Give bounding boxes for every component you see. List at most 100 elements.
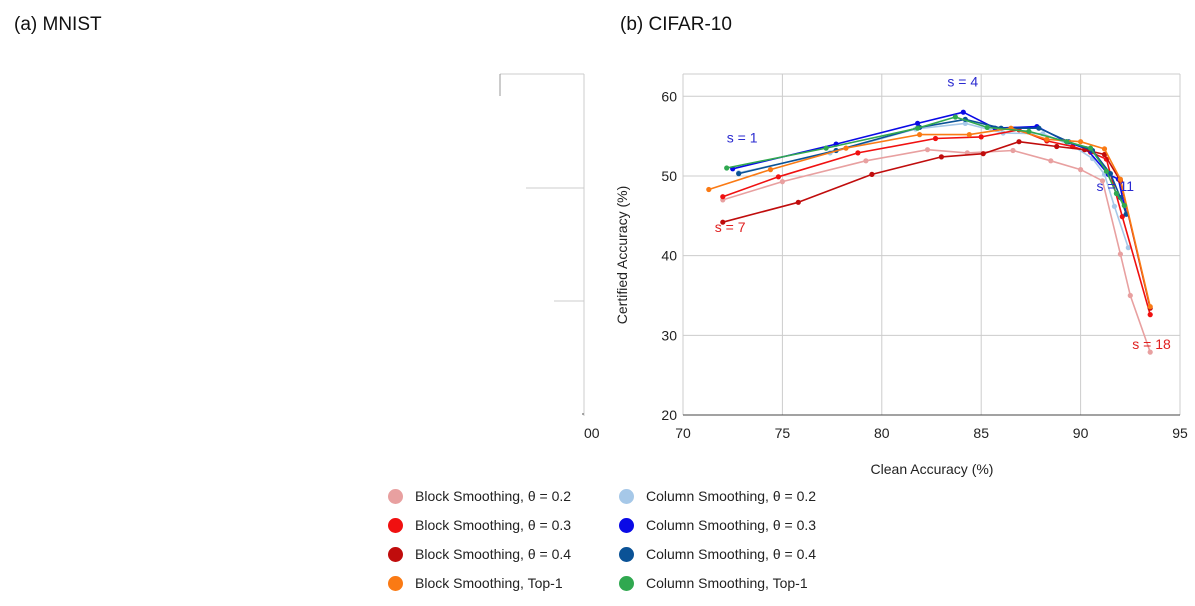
legend-item: Column Smoothing, θ = 0.3 <box>619 517 816 533</box>
legend-item: Column Smoothing, θ = 0.4 <box>619 546 816 562</box>
data-point <box>1147 304 1153 310</box>
data-point <box>1078 167 1084 173</box>
legend-label: Block Smoothing, θ = 0.4 <box>415 546 572 562</box>
x-tick-label: 80 <box>874 425 890 441</box>
y-axis-label: Certified Accuracy (%) <box>614 186 630 324</box>
data-point <box>863 158 869 164</box>
annotation-label: s = 7 <box>715 219 746 235</box>
series-line <box>722 140 1151 309</box>
legend-item: Column Smoothing, θ = 0.2 <box>619 488 816 504</box>
data-point <box>952 114 959 120</box>
legend-item: Column Smoothing, Top-1 <box>619 575 808 591</box>
data-point <box>795 199 801 205</box>
data-point <box>1113 190 1119 197</box>
data-point <box>1117 176 1123 182</box>
x-axis-label: Clean Accuracy (%) <box>871 461 994 477</box>
data-point <box>779 179 786 185</box>
legend-label: Column Smoothing, Top-1 <box>646 575 808 591</box>
legend-label: Column Smoothing, θ = 0.3 <box>646 517 817 533</box>
data-point <box>1010 147 1016 154</box>
legend-item: Block Smoothing, θ = 0.2 <box>388 488 571 504</box>
legend-swatch-icon <box>388 488 403 504</box>
data-point <box>1111 203 1117 209</box>
y-tick-label: 50 <box>661 168 677 184</box>
data-point <box>962 120 968 126</box>
data-point <box>843 145 849 151</box>
data-point <box>855 150 861 156</box>
data-point <box>1064 139 1070 145</box>
legend-swatch-icon <box>619 488 634 504</box>
data-point <box>1101 151 1108 158</box>
series-group <box>724 114 1127 209</box>
data-point <box>984 124 990 130</box>
data-point <box>1107 171 1113 177</box>
data-point <box>823 145 829 151</box>
chart-grid <box>682 73 1181 416</box>
x-tick-label: 85 <box>973 425 989 441</box>
data-point <box>1119 214 1125 220</box>
data-point <box>1147 312 1153 318</box>
y-tick-label: 40 <box>661 248 677 264</box>
data-point <box>706 186 712 193</box>
data-point <box>960 109 966 115</box>
data-point <box>1054 143 1060 150</box>
data-point <box>1099 178 1106 184</box>
x-tick-label: 95 <box>1172 425 1188 441</box>
legend-swatch-icon <box>388 546 403 562</box>
data-point <box>720 219 726 225</box>
chart-ticks: 70 75 80 85 90 95 20 30 40 50 60 <box>661 88 1188 441</box>
data-point <box>720 194 726 200</box>
panel-b-title: (b) CIFAR-10 <box>620 14 732 35</box>
data-point <box>938 154 945 160</box>
data-point <box>1127 292 1133 299</box>
annotation-label: s = 18 <box>1132 336 1171 352</box>
legend-swatch-icon <box>619 517 634 533</box>
chart-series <box>706 109 1153 355</box>
annotation-label: s = 11 <box>1097 178 1135 194</box>
legend-item: Block Smoothing, θ = 0.4 <box>388 546 571 562</box>
data-point <box>767 167 774 173</box>
data-point <box>736 171 742 177</box>
data-point <box>932 135 939 142</box>
legend-item: Block Smoothing, Top-1 <box>388 575 563 591</box>
data-point <box>924 147 931 153</box>
data-point <box>1117 251 1123 257</box>
data-point <box>1103 168 1109 174</box>
y-tick-label: 60 <box>661 88 677 104</box>
legend-label: Block Smoothing, θ = 0.2 <box>415 488 572 504</box>
data-point <box>1048 158 1054 164</box>
data-point <box>980 151 986 157</box>
y-tick-label: 30 <box>661 327 677 343</box>
panel-a-title: (a) MNIST <box>14 14 102 35</box>
series-line <box>722 148 1151 353</box>
data-point <box>966 132 972 138</box>
legend-label: Block Smoothing, Top-1 <box>415 575 563 591</box>
annotation-label: s = 4 <box>947 74 978 90</box>
data-point <box>915 125 921 131</box>
data-point <box>869 171 875 177</box>
data-point <box>1125 245 1131 251</box>
annotation-label: s = 1 <box>727 130 758 146</box>
legend-label: Block Smoothing, θ = 0.3 <box>415 517 572 533</box>
legend-swatch-icon <box>619 575 634 591</box>
data-point <box>1026 128 1032 134</box>
data-point <box>1044 136 1050 142</box>
data-point <box>1101 146 1108 152</box>
data-point <box>1121 202 1127 209</box>
panel-a-axis-fragment: 00 <box>499 73 600 441</box>
series-group <box>706 125 1153 310</box>
data-point <box>978 134 984 140</box>
data-point <box>915 120 921 126</box>
y-tick-label: 20 <box>661 407 677 423</box>
data-point <box>1087 145 1094 151</box>
data-point <box>775 174 782 180</box>
legend-swatch-icon <box>388 517 403 533</box>
series-group <box>720 147 1153 355</box>
legend-label: Column Smoothing, θ = 0.4 <box>646 546 817 562</box>
x-tick-label: 70 <box>675 425 691 441</box>
series-line <box>738 118 1128 215</box>
legend-label: Column Smoothing, θ = 0.2 <box>646 488 817 504</box>
legend-item: Block Smoothing, θ = 0.3 <box>388 517 571 533</box>
chart-annotations: s = 1 s = 4 s = 11 s = 7 s = 18 <box>715 74 1171 352</box>
